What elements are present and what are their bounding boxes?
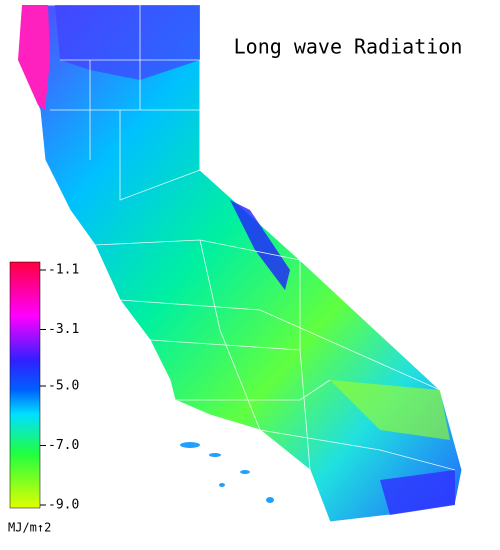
colorbar-tick-label: -3.1: [48, 322, 79, 337]
colorbar-tick-label: -7.0: [48, 438, 79, 453]
colorbar-tick-label: -5.0: [48, 379, 79, 394]
colorbar-tick-label: -1.1: [48, 263, 79, 278]
state-map: [17, 4, 463, 523]
colorbar-tick-label: -9.0: [48, 498, 79, 513]
map-title: Long wave Radiation: [234, 35, 463, 59]
colorbar-ticks: -1.1 -3.1 -5.0 -7.0 -9.0: [40, 263, 79, 513]
colorbar: [9, 261, 41, 509]
colorbar-unit: MJ/m↑2: [8, 521, 51, 535]
